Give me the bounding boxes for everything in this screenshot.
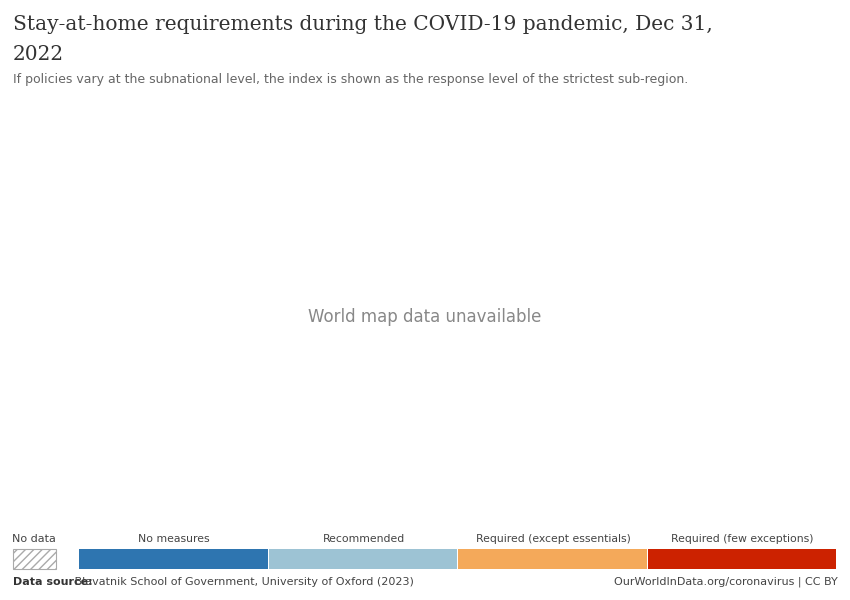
Text: Data source:: Data source: — [13, 577, 93, 587]
Text: No measures: No measures — [139, 534, 210, 544]
Text: Blavatnik School of Government, University of Oxford (2023): Blavatnik School of Government, Universi… — [71, 577, 413, 587]
Text: Required (few exceptions): Required (few exceptions) — [672, 534, 813, 544]
Bar — [458, 548, 647, 569]
Bar — [13, 548, 56, 569]
Text: World map data unavailable: World map data unavailable — [309, 307, 541, 325]
Text: OurWorldInData.org/coronavirus | CC BY: OurWorldInData.org/coronavirus | CC BY — [614, 576, 837, 587]
Bar — [269, 548, 457, 569]
Text: Stay-at-home requirements during the COVID-19 pandemic, Dec 31,: Stay-at-home requirements during the COV… — [13, 15, 712, 34]
Text: in Data: in Data — [762, 50, 806, 60]
Text: Recommended: Recommended — [322, 534, 405, 544]
Text: Our World: Our World — [752, 26, 815, 35]
Bar — [79, 548, 268, 569]
Bar — [648, 548, 836, 569]
Text: 2022: 2022 — [13, 45, 64, 64]
Text: Required (except essentials): Required (except essentials) — [476, 534, 631, 544]
Text: If policies vary at the subnational level, the index is shown as the response le: If policies vary at the subnational leve… — [13, 73, 688, 86]
Text: No data: No data — [13, 534, 56, 544]
